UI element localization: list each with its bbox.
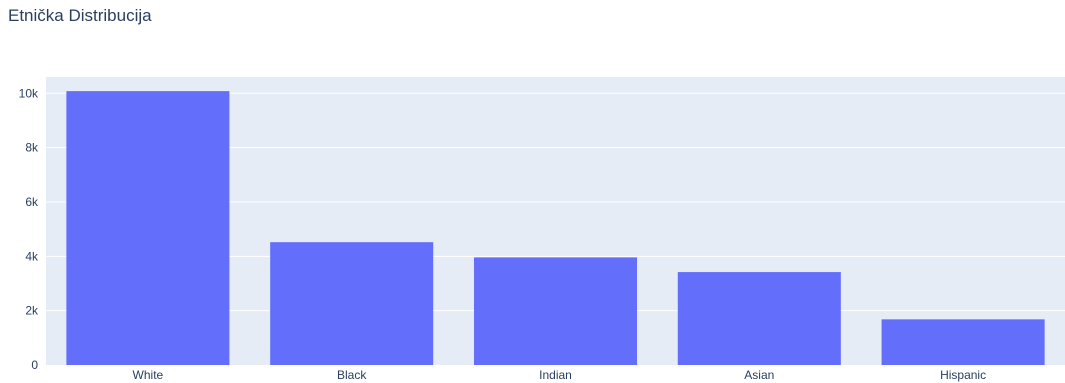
chart-title: Etnička Distribucija [8,6,152,25]
y-tick-label: 6k [25,195,39,209]
bar-hispanic[interactable] [881,319,1045,365]
x-tick-label: Black [337,368,367,382]
x-tick-label: Hispanic [940,368,986,382]
y-tick-label: 2k [25,304,39,318]
bar-asian[interactable] [677,272,841,365]
bars [66,91,1045,366]
bar-indian[interactable] [473,257,638,365]
x-tick-label: White [133,368,164,382]
y-tick-label: 8k [25,141,39,155]
x-tick-label: Asian [744,368,774,382]
y-axis-ticks: 0 2k 4k 6k 8k 10k [19,86,39,372]
y-tick-label: 10k [19,86,39,100]
bar-black[interactable] [270,242,434,365]
y-tick-label: 4k [25,249,39,263]
y-tick-label: 0 [31,358,38,372]
bar-white[interactable] [66,91,230,366]
x-axis-ticks: White Black Indian Asian Hispanic [133,368,987,382]
x-tick-label: Indian [539,368,572,382]
